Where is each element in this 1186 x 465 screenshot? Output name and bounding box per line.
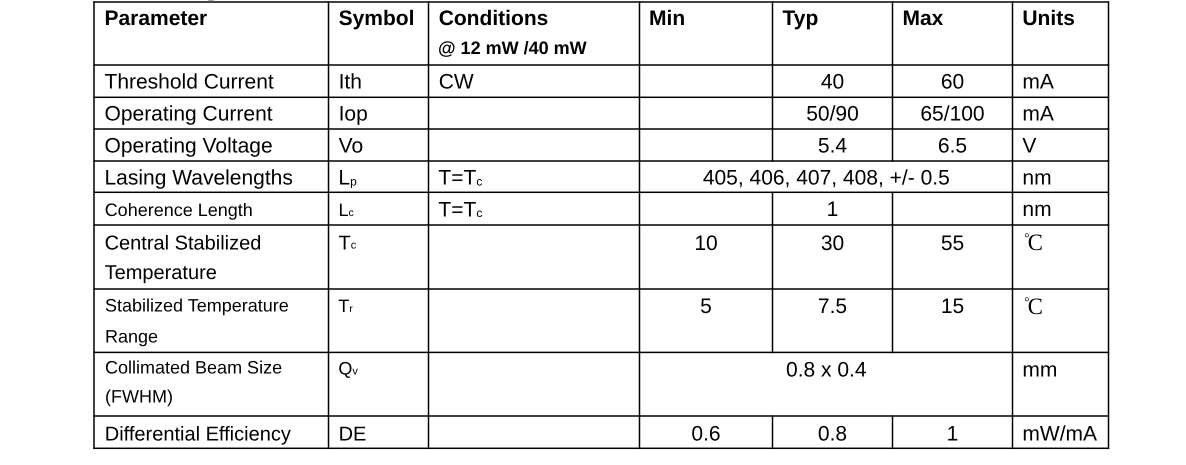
svg-text:0.8: 0.8 — [818, 423, 847, 446]
svg-text:Conditions: Conditions — [439, 7, 549, 30]
svg-text:Units: Units — [1022, 7, 1075, 30]
svg-text:6.5: 6.5 — [938, 135, 967, 158]
svg-text:0.6: 0.6 — [691, 423, 720, 446]
svg-text:Operating Voltage: Operating Voltage — [105, 135, 273, 158]
svg-text:Parameter: Parameter — [105, 7, 208, 30]
svg-text:Symbol: Symbol — [339, 7, 415, 30]
svg-text:Min: Min — [649, 7, 685, 30]
svg-text:T=Tc: T=Tc — [438, 167, 482, 190]
svg-text:mA: mA — [1022, 70, 1054, 93]
svg-text:5: 5 — [700, 295, 712, 318]
svg-text:Coherence Length: Coherence Length — [105, 200, 253, 220]
svg-text:@ 12 mW /40 mW: @ 12 mW /40 mW — [438, 38, 587, 58]
svg-text:0.8 x 0.4: 0.8 x 0.4 — [786, 359, 867, 382]
svg-text:C: C — [1028, 230, 1043, 256]
svg-text:1: 1 — [947, 423, 959, 446]
svg-text:°: ° — [1024, 294, 1029, 309]
svg-text:T=Tc: T=Tc — [438, 198, 482, 221]
svg-text:Differential Efficiency: Differential Efficiency — [105, 424, 291, 446]
svg-text:C: C — [1028, 294, 1043, 320]
svg-text:10: 10 — [694, 232, 717, 255]
svg-text:Operating Current: Operating Current — [105, 103, 273, 126]
svg-text:Threshold Current: Threshold Current — [105, 70, 274, 93]
svg-text:nm: nm — [1022, 198, 1051, 221]
svg-text:Lasing Wavelengths: Lasing Wavelengths — [105, 167, 293, 190]
svg-text:°: ° — [1024, 230, 1029, 245]
svg-text:405, 406, 407, 408, +/- 0.5: 405, 406, 407, 408, +/- 0.5 — [703, 167, 950, 190]
svg-text:60: 60 — [941, 70, 964, 93]
svg-text:Collimated Beam Size: Collimated Beam Size — [105, 357, 282, 377]
svg-text:Ith: Ith — [339, 70, 362, 93]
svg-text:7.5: 7.5 — [818, 295, 847, 318]
svg-text:mm: mm — [1022, 359, 1057, 382]
svg-text:Central Stabilized: Central Stabilized — [105, 233, 262, 255]
svg-text:(FWHM): (FWHM) — [105, 387, 173, 407]
svg-text:Range: Range — [105, 326, 158, 346]
svg-text:mW/mA: mW/mA — [1022, 423, 1097, 446]
svg-text:30: 30 — [821, 232, 844, 255]
svg-text:DE: DE — [339, 423, 367, 445]
svg-text:65/100: 65/100 — [920, 103, 984, 126]
svg-text:V: V — [1022, 135, 1036, 158]
svg-text:5.4: 5.4 — [818, 135, 848, 158]
svg-text:Vo: Vo — [339, 135, 364, 158]
svg-text:Temperature: Temperature — [105, 262, 217, 284]
svg-text:Typ: Typ — [783, 7, 819, 30]
svg-text:Stabilized Temperature: Stabilized Temperature — [105, 296, 289, 316]
svg-text:mA: mA — [1022, 103, 1054, 126]
svg-text:1: 1 — [827, 198, 839, 221]
svg-text:40: 40 — [821, 70, 844, 93]
svg-text:Iop: Iop — [339, 103, 368, 126]
svg-text:55: 55 — [941, 232, 964, 255]
svg-text:50/90: 50/90 — [806, 103, 859, 126]
svg-text:Max: Max — [903, 7, 944, 30]
svg-text:15: 15 — [941, 295, 964, 318]
svg-text:nm: nm — [1022, 167, 1051, 190]
svg-text:CW: CW — [439, 70, 474, 93]
